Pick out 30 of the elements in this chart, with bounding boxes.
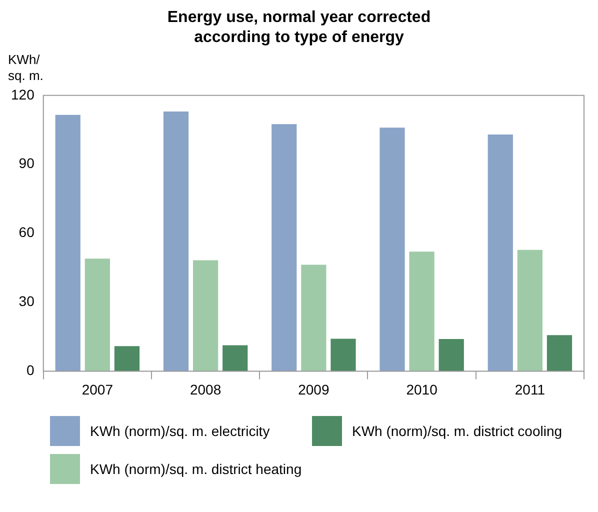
x-tick-label: 2008 bbox=[190, 381, 222, 398]
bar bbox=[272, 124, 297, 372]
bar bbox=[114, 346, 140, 372]
bar bbox=[55, 114, 80, 372]
legend-label: KWh (norm)/sq. m. district cooling bbox=[352, 423, 562, 439]
bar bbox=[409, 252, 434, 372]
x-tick-label: 2011 bbox=[514, 381, 546, 398]
y-tick-label: 60 bbox=[18, 224, 35, 240]
bar bbox=[438, 339, 464, 372]
y-tick-label: 120 bbox=[11, 86, 35, 102]
x-tick-label: 2009 bbox=[298, 381, 330, 398]
bar bbox=[192, 260, 218, 372]
x-tick-label: 2007 bbox=[82, 381, 114, 398]
legend-label: KWh (norm)/sq. m. electricity bbox=[90, 423, 270, 439]
bar bbox=[330, 338, 356, 372]
bar bbox=[488, 134, 513, 372]
bar bbox=[380, 128, 405, 372]
y-tick-label: 0 bbox=[26, 362, 35, 378]
bar bbox=[301, 264, 326, 372]
bar bbox=[517, 250, 542, 372]
y-axis-title: KWh/ sq. m. bbox=[8, 52, 44, 84]
x-tick-label: 2010 bbox=[406, 381, 438, 398]
y-tick-label: 90 bbox=[18, 155, 35, 172]
chart-title: Energy use, normal year corrected according to type of energy bbox=[166, 8, 432, 48]
legend-label: KWh (norm)/sq. m. district heating bbox=[90, 461, 302, 477]
bar bbox=[222, 345, 248, 372]
bar bbox=[84, 258, 110, 372]
y-tick-label: 30 bbox=[18, 293, 35, 310]
bar bbox=[546, 335, 572, 372]
bar bbox=[163, 111, 189, 372]
